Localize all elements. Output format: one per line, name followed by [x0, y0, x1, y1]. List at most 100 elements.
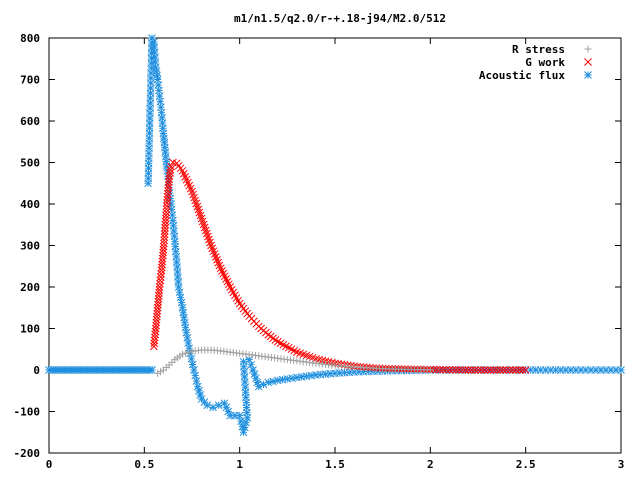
g-work-point: [470, 366, 479, 374]
acoustic-flux-point: [288, 374, 296, 383]
g-work-point: [464, 366, 473, 374]
g-work-point: [151, 324, 160, 333]
g-work-point: [155, 289, 163, 297]
legend-marker-g-work: [584, 58, 592, 66]
acoustic-flux-point: [195, 386, 203, 395]
g-work-point: [152, 315, 161, 324]
g-work-point: [515, 366, 524, 374]
acoustic-flux-point: [171, 247, 180, 256]
acoustic-flux-point: [242, 418, 250, 427]
g-work-point: [161, 224, 169, 232]
y-tick-label: 400: [20, 198, 40, 211]
acoustic-flux-point: [192, 377, 201, 385]
g-work-point: [155, 283, 164, 291]
x-tick-label: 1.5: [325, 458, 345, 471]
g-work-point: [160, 230, 169, 238]
g-work-point: [455, 366, 463, 374]
x-tick-label: 2: [427, 458, 434, 471]
series-layer: [45, 34, 625, 437]
y-tick-label: 700: [20, 74, 40, 87]
g-work-point: [161, 217, 170, 226]
r-stress-point: [182, 349, 190, 357]
g-work-point: [162, 211, 170, 220]
g-work-point: [164, 181, 173, 189]
g-work-point: [458, 366, 466, 374]
g-work-point: [156, 279, 164, 288]
g-work-point: [211, 253, 220, 261]
acoustic-flux-point: [269, 377, 277, 386]
g-work-point: [493, 366, 501, 374]
g-work-point: [164, 187, 172, 195]
g-work-point: [154, 297, 163, 306]
g-work-point: [161, 214, 170, 223]
g-work-point: [163, 199, 171, 207]
r-stress-point: [157, 368, 165, 376]
acoustic-flux-point: [155, 92, 164, 100]
g-work-point: [477, 366, 486, 374]
g-work-point: [210, 250, 219, 258]
g-work-point: [451, 366, 460, 374]
r-stress-point: [426, 366, 434, 374]
acoustic-flux-baseline: [45, 366, 156, 374]
g-work-point: [448, 365, 457, 374]
g-work-point: [486, 366, 495, 374]
g-work-point: [499, 366, 508, 374]
g-work-point: [160, 236, 168, 245]
r-stress-point: [178, 350, 186, 358]
g-work-point: [490, 366, 498, 374]
plot-frame: [48, 37, 622, 454]
g-work-point: [474, 366, 482, 374]
g-work-point: [156, 276, 165, 285]
g-work-point: [483, 366, 492, 374]
x-tick-label: 2.5: [516, 458, 536, 471]
g-work-point: [512, 366, 520, 374]
g-work-point: [153, 309, 161, 318]
g-work-point: [160, 227, 169, 235]
y-tick-label: -200: [14, 447, 41, 460]
g-work-point: [467, 366, 476, 374]
y-tick-label: 600: [20, 115, 40, 128]
g-work-point: [213, 255, 221, 264]
g-work-point: [521, 366, 530, 374]
g-work-point: [480, 366, 489, 374]
g-work-point: [502, 366, 511, 374]
g-work-point: [160, 233, 169, 242]
g-work-point: [153, 312, 161, 321]
g-work-point: [315, 355, 323, 364]
g-work-point: [442, 365, 451, 374]
g-work-point: [166, 169, 174, 177]
legend-label-acoustic-flux: Acoustic flux: [479, 69, 565, 82]
g-work-point: [439, 365, 447, 374]
g-work-point: [518, 366, 527, 374]
acoustic-flux-point: [240, 423, 249, 432]
acoustic-flux-point: [235, 411, 244, 420]
y-tick-label: 100: [20, 323, 40, 336]
acoustic-flux-point: [617, 366, 625, 374]
g-work-point: [166, 165, 175, 174]
g-work-point: [158, 260, 166, 269]
legend-label-g-work: G work: [525, 56, 565, 69]
g-work-point: [209, 247, 218, 256]
g-work-point: [161, 220, 170, 229]
legend-marker-r-stress: [584, 45, 592, 53]
y-tick-label: -100: [14, 406, 41, 419]
g-work-series: [150, 158, 530, 374]
g-work-point: [505, 366, 514, 374]
g-work-point: [432, 365, 441, 374]
g-work-point: [165, 175, 173, 183]
y-tick-label: 800: [20, 32, 40, 45]
g-work-point: [162, 208, 171, 217]
g-work-point: [167, 162, 175, 171]
legend-label-r-stress: R stress: [512, 43, 565, 56]
x-tick-label: 0: [46, 458, 53, 471]
g-work-point: [153, 303, 162, 312]
x-tick-label: 1: [236, 458, 243, 471]
g-work-point: [158, 254, 167, 263]
g-work-point: [158, 257, 167, 266]
g-work-point: [163, 193, 172, 201]
g-work-point: [312, 354, 320, 363]
axes-ticks: 0 0.5 1 1.5 2 2.5 3 -200 -100 0 100 200 300 400 500 600…: [14, 32, 625, 471]
g-work-point: [152, 321, 160, 330]
